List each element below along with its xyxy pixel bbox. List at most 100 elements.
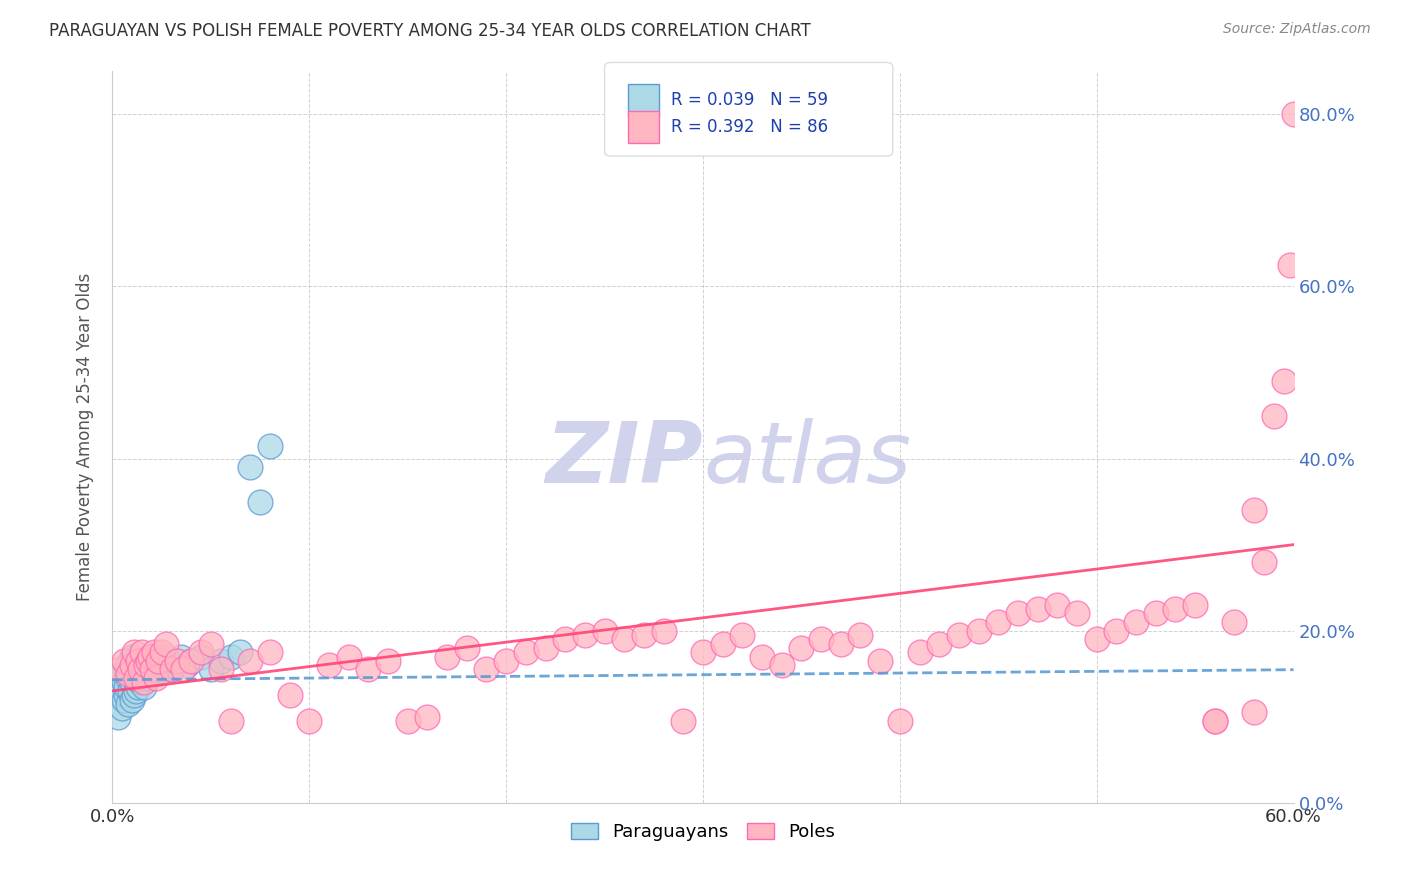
Point: [110, 662, 132, 676]
Y-axis label: Female Poverty Among 25-34 Year Olds: Female Poverty Among 25-34 Year Olds: [76, 273, 94, 601]
Point: [219, 714, 242, 728]
Point: [593, 624, 616, 638]
Point: [142, 666, 165, 681]
Point: [948, 628, 970, 642]
Point: [125, 666, 148, 681]
Point: [146, 654, 169, 668]
Point: [318, 658, 340, 673]
Point: [139, 654, 162, 668]
Point: [1243, 706, 1265, 720]
Point: [166, 654, 188, 668]
Point: [298, 714, 321, 728]
Point: [131, 645, 153, 659]
Point: [115, 662, 138, 676]
Point: [141, 649, 163, 664]
Point: [125, 684, 148, 698]
Point: [1026, 602, 1049, 616]
Point: [132, 680, 155, 694]
Point: [136, 671, 159, 685]
Point: [554, 632, 576, 647]
Point: [112, 654, 135, 668]
Point: [112, 692, 135, 706]
Point: [1243, 503, 1265, 517]
Point: [200, 637, 222, 651]
Point: [120, 684, 142, 698]
Point: [111, 701, 134, 715]
Point: [150, 654, 173, 668]
Point: [190, 649, 212, 664]
Point: [135, 666, 157, 681]
Point: [692, 645, 714, 659]
Point: [1125, 615, 1147, 629]
Point: [908, 645, 931, 659]
Text: Source: ZipAtlas.com: Source: ZipAtlas.com: [1223, 22, 1371, 37]
Point: [377, 654, 399, 668]
Point: [180, 654, 202, 668]
Point: [172, 662, 194, 676]
Point: [180, 654, 202, 668]
Point: [209, 662, 232, 676]
Point: [1066, 607, 1088, 621]
Point: [731, 628, 754, 642]
Point: [129, 662, 152, 676]
Point: [111, 666, 134, 681]
Point: [127, 654, 149, 668]
Point: [1278, 258, 1301, 272]
Point: [145, 658, 167, 673]
Point: [249, 494, 271, 508]
Point: [1085, 632, 1108, 647]
Legend: Paraguayans, Poles: Paraguayans, Poles: [564, 816, 842, 848]
Point: [139, 649, 162, 664]
Point: [849, 628, 872, 642]
Point: [770, 658, 793, 673]
Point: [1204, 714, 1226, 728]
Text: R = 0.392   N = 86: R = 0.392 N = 86: [671, 118, 828, 136]
Point: [790, 640, 813, 655]
Point: [229, 645, 252, 659]
Point: [120, 666, 142, 681]
Point: [156, 662, 179, 676]
Point: [110, 684, 132, 698]
Point: [967, 624, 990, 638]
Point: [1282, 107, 1305, 121]
Point: [125, 671, 148, 685]
Text: PARAGUAYAN VS POLISH FEMALE POVERTY AMONG 25-34 YEAR OLDS CORRELATION CHART: PARAGUAYAN VS POLISH FEMALE POVERTY AMON…: [49, 22, 811, 40]
Point: [515, 645, 537, 659]
Point: [357, 662, 380, 676]
Point: [869, 654, 891, 668]
Point: [127, 654, 149, 668]
Point: [928, 637, 950, 651]
Point: [121, 692, 143, 706]
Point: [121, 662, 143, 676]
Point: [129, 675, 152, 690]
Point: [889, 714, 911, 728]
Point: [1253, 555, 1275, 569]
Point: [1223, 615, 1246, 629]
Point: [141, 662, 163, 676]
Point: [337, 649, 360, 664]
Point: [136, 658, 159, 673]
Point: [120, 654, 142, 668]
Point: [117, 658, 139, 673]
Point: [155, 637, 177, 651]
Point: [125, 654, 148, 668]
Point: [127, 666, 149, 681]
Point: [160, 658, 183, 673]
Text: R = 0.039   N = 59: R = 0.039 N = 59: [671, 91, 828, 109]
Point: [495, 654, 517, 668]
Point: [150, 645, 173, 659]
Point: [152, 649, 174, 664]
Point: [165, 654, 187, 668]
Point: [436, 649, 458, 664]
Point: [652, 624, 675, 638]
Point: [115, 688, 138, 702]
Point: [574, 628, 596, 642]
Point: [136, 654, 159, 668]
Point: [122, 688, 145, 702]
Point: [416, 710, 439, 724]
Point: [112, 675, 135, 690]
Point: [117, 697, 139, 711]
Text: ZIP: ZIP: [546, 417, 703, 500]
Point: [810, 632, 832, 647]
Point: [141, 662, 163, 676]
